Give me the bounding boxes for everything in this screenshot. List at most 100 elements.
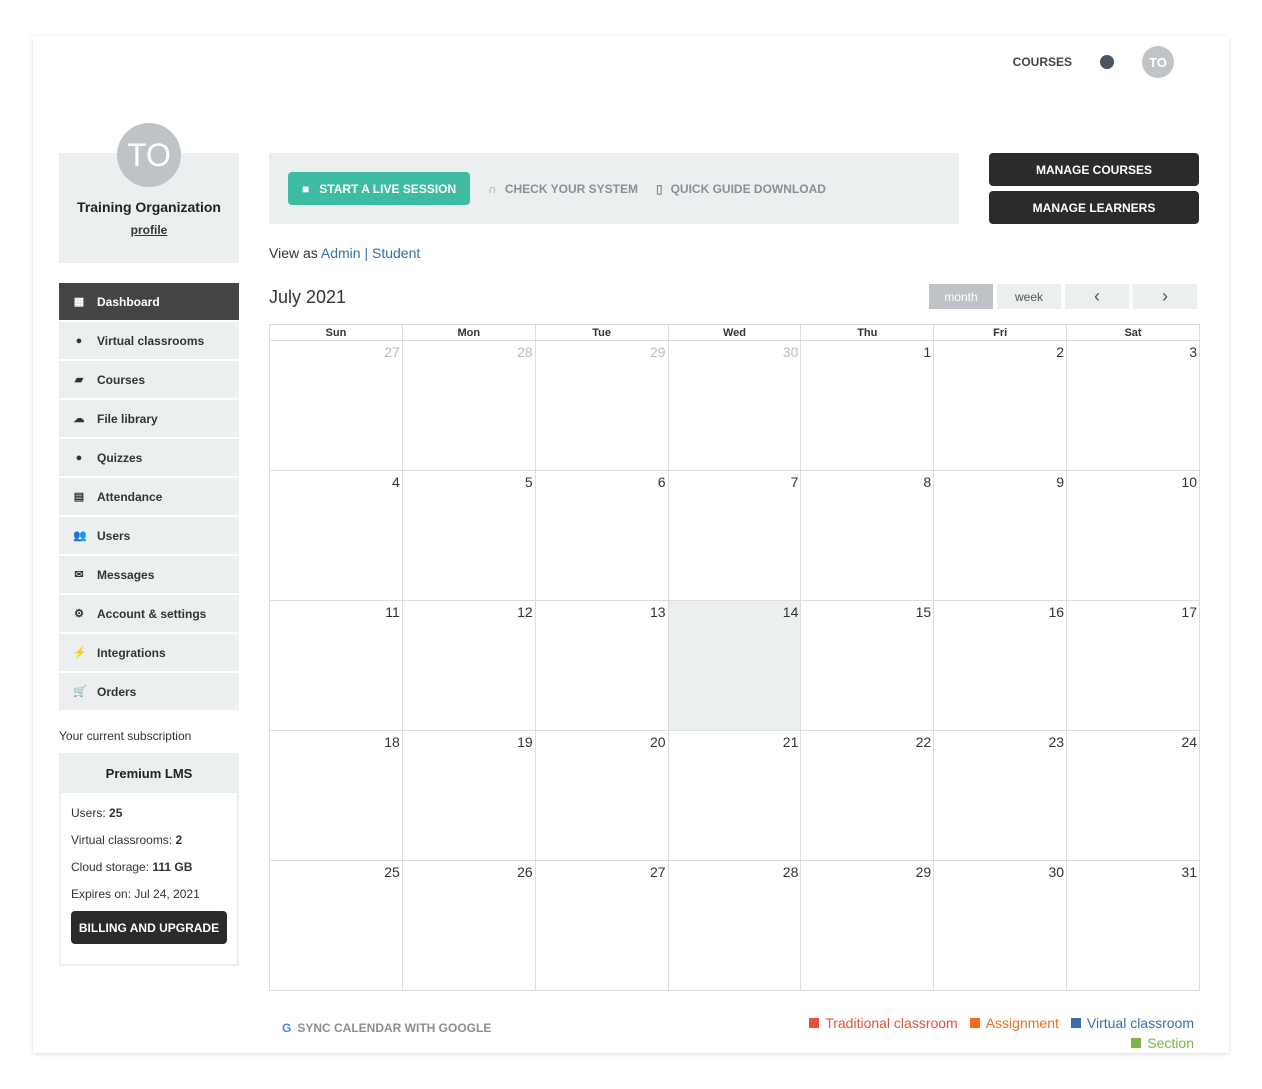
courses-link[interactable]: COURSES <box>1012 55 1072 69</box>
week-view-button[interactable]: week <box>997 284 1061 309</box>
billing-upgrade-button[interactable]: BILLING AND UPGRADE <box>71 911 227 944</box>
sidebar-menu: ▦ Dashboard ● Virtual classrooms ▰ Courses ☁ Fi… <box>59 283 239 712</box>
gear-icon: ⚙ <box>74 608 84 620</box>
calendar-day[interactable]: 24 <box>1066 730 1200 861</box>
calendar-day[interactable]: 29 <box>534 340 669 471</box>
dashboard-icon: ▦ <box>73 296 85 308</box>
calendar-day[interactable]: 15 <box>800 600 935 731</box>
calendar-week: 25 26 27 28 29 30 31 <box>269 860 1200 991</box>
calendar-controls: month week ‹ › <box>929 284 1197 309</box>
globe-icon[interactable] <box>1100 55 1114 69</box>
calendar-day[interactable]: 12 <box>401 600 536 731</box>
video-camera-icon: ■ <box>302 181 310 196</box>
prev-month-button[interactable]: ‹ <box>1065 284 1129 309</box>
start-live-session-button[interactable]: ■ START A LIVE SESSION <box>288 172 471 205</box>
calendar-day[interactable]: 5 <box>401 470 536 601</box>
legend-label: Virtual classroom <box>1086 1015 1194 1031</box>
sidebar-item-orders[interactable]: 🛒 Orders <box>59 673 239 710</box>
month-view-button[interactable]: month <box>929 284 993 309</box>
legend-item: Traditional classroom <box>797 1015 958 1031</box>
sidebar-item-integrations[interactable]: ⚡ Integrations <box>59 634 239 671</box>
legend-swatch <box>969 1018 980 1028</box>
calendar-day[interactable]: 11 <box>269 600 403 731</box>
day-header: Fri <box>933 324 1068 341</box>
play-circle-icon: ● <box>75 334 83 347</box>
sidebar-item-quizzes[interactable]: ● Quizzes <box>59 439 239 476</box>
separator: | <box>360 245 372 261</box>
sidebar-item-users[interactable]: 👥 Users <box>59 517 239 554</box>
sidebar-item-account-settings[interactable]: ⚙ Account & settings <box>59 595 239 632</box>
value: 2 <box>175 833 183 847</box>
plug-icon: ⚡ <box>73 647 87 659</box>
calendar-day[interactable]: 18 <box>269 730 403 861</box>
calendar-day[interactable]: 3 <box>1066 340 1200 471</box>
calendar-day[interactable]: 7 <box>667 470 802 601</box>
admin-link[interactable]: Admin <box>320 245 361 261</box>
calendar-day[interactable]: 16 <box>933 600 1068 731</box>
subscription-panel: Premium LMS Users: 25 Virtual classrooms… <box>59 753 239 966</box>
calendar-day[interactable]: 26 <box>401 860 536 991</box>
pdf-file-icon: ▯ <box>655 181 663 196</box>
users-icon: 👥 <box>73 530 87 542</box>
sidebar-item-label: Courses <box>97 372 146 387</box>
student-link[interactable]: Student <box>372 245 421 261</box>
cloud-upload-icon: ☁ <box>73 413 85 425</box>
calendar-day[interactable]: 23 <box>933 730 1068 861</box>
manage-courses-button[interactable]: MANAGE COURSES <box>989 153 1199 186</box>
user-avatar[interactable]: TO <box>1142 46 1174 78</box>
calendar-day[interactable]: 25 <box>269 860 403 991</box>
calendar-day[interactable]: 29 <box>800 860 935 991</box>
calendar-day[interactable]: 6 <box>534 470 669 601</box>
label: CHECK YOUR SYSTEM <box>504 181 638 196</box>
calendar-day[interactable]: 17 <box>1066 600 1200 731</box>
calendar-day[interactable]: 22 <box>800 730 935 861</box>
quick-guide-link[interactable]: ▯ QUICK GUIDE DOWNLOAD <box>656 182 826 196</box>
day-header: Mon <box>401 324 536 341</box>
legend-swatch <box>1070 1018 1081 1028</box>
calendar-day[interactable]: 9 <box>933 470 1068 601</box>
legend-swatch <box>1131 1038 1142 1048</box>
sidebar-item-courses[interactable]: ▰ Courses <box>59 361 239 398</box>
sidebar-item-attendance[interactable]: ▤ Attendance <box>59 478 239 515</box>
headset-icon: ∩ <box>488 181 497 196</box>
manage-learners-button[interactable]: MANAGE LEARNERS <box>989 191 1199 224</box>
calendar-week: 4 5 6 7 8 9 10 <box>269 470 1200 601</box>
calendar-day[interactable]: 27 <box>269 340 403 471</box>
calendar-day[interactable]: 31 <box>1066 860 1200 991</box>
calendar-day[interactable]: 14 <box>667 600 802 731</box>
calendar-day[interactable]: 8 <box>800 470 935 601</box>
sidebar-item-file-library[interactable]: ☁ File library <box>59 400 239 437</box>
legend-label: Assignment <box>985 1015 1059 1031</box>
calendar-day[interactable]: 30 <box>933 860 1068 991</box>
sidebar-item-label: Integrations <box>97 645 166 660</box>
check-system-link[interactable]: ∩ CHECK YOUR SYSTEM <box>488 182 638 196</box>
calendar-day[interactable]: 19 <box>401 730 536 861</box>
calendar-day[interactable]: 28 <box>667 860 802 991</box>
envelope-icon: ✉ <box>74 569 84 581</box>
users-row: Users: 25 <box>71 806 237 820</box>
sync-google-button[interactable]: G SYNC CALENDAR WITH GOOGLE <box>282 1021 491 1035</box>
calendar-day[interactable]: 2 <box>933 340 1068 471</box>
google-icon: G <box>282 1021 292 1035</box>
calendar-day[interactable]: 27 <box>534 860 669 991</box>
legend-item: Assignment <box>958 1015 1059 1031</box>
calendar-day[interactable]: 10 <box>1066 470 1200 601</box>
profile-link[interactable]: profile <box>130 223 168 237</box>
sidebar-item-label: Orders <box>97 684 137 699</box>
calendar-day[interactable]: 21 <box>667 730 802 861</box>
calendar-day[interactable]: 30 <box>667 340 802 471</box>
calendar-day[interactable]: 13 <box>534 600 669 731</box>
document-icon: ▤ <box>73 491 85 503</box>
legend-swatch <box>809 1018 820 1028</box>
day-header: Tue <box>534 324 669 341</box>
calendar-day[interactable]: 1 <box>800 340 935 471</box>
calendar-day[interactable]: 4 <box>269 470 403 601</box>
sidebar-item-messages[interactable]: ✉ Messages <box>59 556 239 593</box>
calendar-day[interactable]: 28 <box>401 340 536 471</box>
sidebar-item-label: Virtual classrooms <box>97 333 205 348</box>
calendar-day[interactable]: 20 <box>534 730 669 861</box>
calendar-title: July 2021 <box>269 287 347 307</box>
next-month-button[interactable]: › <box>1133 284 1197 309</box>
sidebar-item-virtual-classrooms[interactable]: ● Virtual classrooms <box>59 322 239 359</box>
sidebar-item-dashboard[interactable]: ▦ Dashboard <box>59 283 239 320</box>
